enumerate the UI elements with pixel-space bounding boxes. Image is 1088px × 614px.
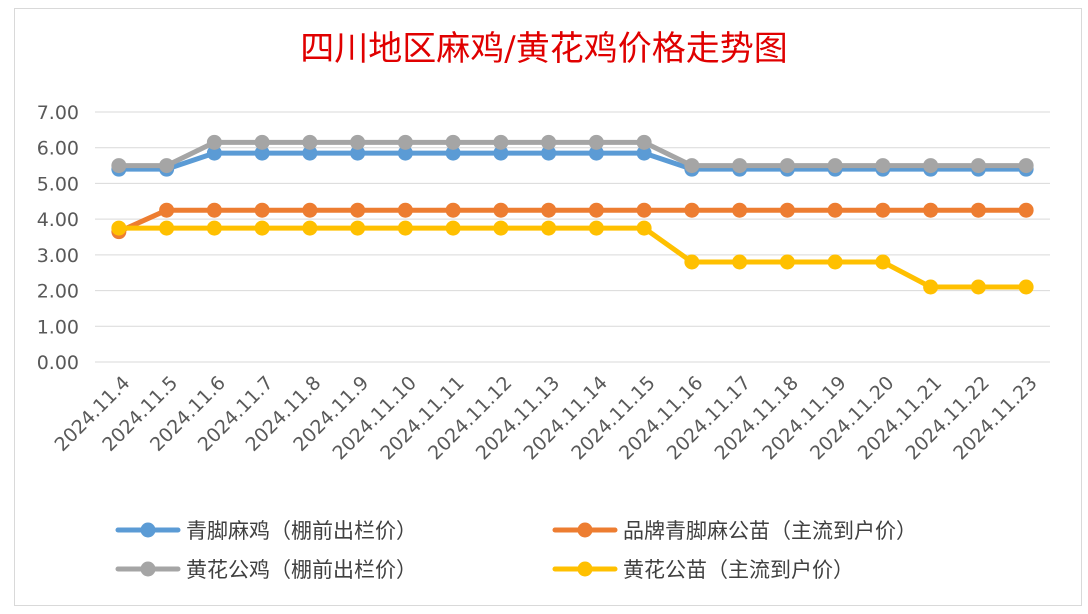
- data-point: [493, 145, 509, 161]
- data-point: [636, 220, 652, 236]
- data-point: [159, 220, 175, 236]
- data-point: [159, 202, 175, 218]
- data-point: [827, 254, 843, 270]
- data-point: [254, 145, 270, 161]
- data-point: [684, 158, 700, 174]
- y-tick-label: 1.00: [37, 316, 79, 338]
- y-tick-label: 7.00: [37, 102, 79, 124]
- data-point: [970, 279, 986, 295]
- data-point: [350, 145, 366, 161]
- data-point: [397, 220, 413, 236]
- data-point: [541, 134, 557, 150]
- data-point: [397, 134, 413, 150]
- data-point: [541, 145, 557, 161]
- series-line: [116, 150, 1029, 172]
- data-point: [445, 202, 461, 218]
- data-point: [302, 220, 318, 236]
- data-point: [302, 202, 318, 218]
- legend-swatch-marker: [577, 522, 593, 538]
- data-point: [302, 134, 318, 150]
- chart-title: 四川地区麻鸡/黄花鸡价格走势图: [300, 29, 787, 69]
- y-tick-label: 3.00: [37, 245, 79, 267]
- series-line: [116, 207, 1029, 235]
- data-point: [827, 202, 843, 218]
- data-point: [923, 158, 939, 174]
- data-point: [493, 202, 509, 218]
- data-point: [875, 158, 891, 174]
- data-point: [684, 202, 700, 218]
- legend-swatch-marker: [140, 522, 156, 538]
- y-tick-label: 4.00: [37, 209, 79, 231]
- data-point: [923, 279, 939, 295]
- data-point: [445, 134, 461, 150]
- legend-label: 黄花公鸡（棚前出栏价）: [186, 558, 417, 582]
- data-point: [1018, 279, 1034, 295]
- legend-swatch-marker: [577, 561, 593, 577]
- y-tick-label: 2.00: [37, 281, 79, 303]
- data-point: [875, 254, 891, 270]
- data-point: [111, 220, 127, 236]
- data-point: [493, 134, 509, 150]
- data-point: [493, 220, 509, 236]
- data-point: [588, 134, 604, 150]
- data-point: [350, 202, 366, 218]
- data-point: [254, 134, 270, 150]
- data-point: [206, 134, 222, 150]
- data-point: [350, 134, 366, 150]
- data-point: [732, 202, 748, 218]
- legend-label: 品牌青脚麻公苗（主流到户价）: [623, 519, 917, 543]
- data-point: [779, 254, 795, 270]
- data-point: [732, 254, 748, 270]
- y-tick-label: 6.00: [37, 138, 79, 160]
- data-point: [254, 220, 270, 236]
- data-point: [636, 145, 652, 161]
- data-point: [827, 158, 843, 174]
- data-point: [445, 220, 461, 236]
- series-line: [116, 225, 1029, 290]
- data-point: [397, 145, 413, 161]
- y-tick-label: 0.00: [37, 352, 79, 374]
- series-line: [116, 139, 1029, 169]
- data-point: [732, 158, 748, 174]
- legend-swatch-marker: [140, 561, 156, 577]
- data-point: [206, 145, 222, 161]
- data-point: [350, 220, 366, 236]
- data-point: [636, 134, 652, 150]
- chart-area[interactable]: [14, 8, 1082, 606]
- data-point: [779, 202, 795, 218]
- data-point: [254, 202, 270, 218]
- data-point: [397, 202, 413, 218]
- data-point: [206, 202, 222, 218]
- data-point: [588, 202, 604, 218]
- data-point: [923, 202, 939, 218]
- data-point: [636, 202, 652, 218]
- data-point: [1018, 202, 1034, 218]
- data-point: [684, 254, 700, 270]
- legend-label: 黄花公苗（主流到户价）: [623, 558, 854, 582]
- data-point: [111, 158, 127, 174]
- data-point: [206, 220, 222, 236]
- data-point: [970, 158, 986, 174]
- data-point: [159, 158, 175, 174]
- data-point: [970, 202, 986, 218]
- data-point: [875, 202, 891, 218]
- data-point: [541, 220, 557, 236]
- data-point: [541, 202, 557, 218]
- data-point: [588, 220, 604, 236]
- data-point: [302, 145, 318, 161]
- data-point: [1018, 158, 1034, 174]
- data-point: [588, 145, 604, 161]
- legend-label: 青脚麻鸡（棚前出栏价）: [186, 519, 417, 543]
- data-point: [779, 158, 795, 174]
- data-point: [445, 145, 461, 161]
- y-tick-label: 5.00: [37, 173, 79, 195]
